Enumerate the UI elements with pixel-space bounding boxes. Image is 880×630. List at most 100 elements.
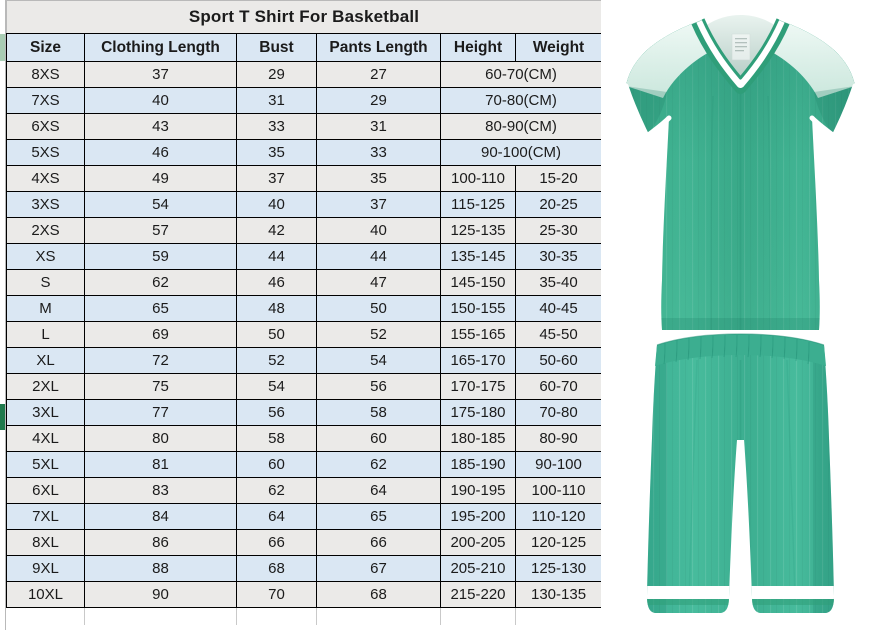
cell-height[interactable]: 155-165 <box>440 321 516 348</box>
cell-size[interactable]: 7XL <box>6 503 85 530</box>
cell-size[interactable]: 6XS <box>6 113 85 140</box>
cell-weight[interactable]: 100-110 <box>514 477 603 504</box>
cell-size[interactable]: 8XL <box>6 529 85 556</box>
table-row[interactable]: 7XL 84 64 65 195-200 110-120 <box>6 503 603 530</box>
cell-pants-length[interactable]: 44 <box>316 243 441 270</box>
cell-bust[interactable]: 40 <box>236 191 317 218</box>
cell-pants-length[interactable]: 27 <box>316 61 441 88</box>
table-row[interactable]: 10XL 90 70 68 215-220 130-135 <box>6 581 603 608</box>
cell-size[interactable]: 5XL <box>6 451 85 478</box>
cell-size[interactable]: 9XL <box>6 555 85 582</box>
cell-empty[interactable] <box>515 607 603 625</box>
cell-height[interactable]: 125-135 <box>440 217 516 244</box>
cell-height[interactable]: 165-170 <box>440 347 516 374</box>
cell-bust[interactable]: 46 <box>236 269 317 296</box>
cell-pants-length[interactable]: 64 <box>316 477 441 504</box>
cell-height[interactable]: 190-195 <box>440 477 516 504</box>
cell-size[interactable]: 2XS <box>6 217 85 244</box>
cell-size[interactable]: L <box>6 321 85 348</box>
cell-clothing-length[interactable]: 59 <box>84 243 237 270</box>
cell-bust[interactable]: 35 <box>236 139 317 166</box>
table-row[interactable]: 5XS 46 35 33 90-100(CM) <box>6 139 603 166</box>
column-header-clothing-length[interactable]: Clothing Length <box>84 33 237 62</box>
table-row[interactable]: 2XS 57 42 40 125-135 25-30 <box>6 217 603 244</box>
cell-pants-length[interactable]: 33 <box>316 139 441 166</box>
cell-pants-length[interactable]: 60 <box>316 425 441 452</box>
cell-size[interactable]: 3XS <box>6 191 85 218</box>
cell-empty[interactable] <box>316 607 441 625</box>
cell-weight[interactable]: 50-60 <box>514 347 603 374</box>
cell-pants-length[interactable]: 50 <box>316 295 441 322</box>
cell-height[interactable]: 180-185 <box>440 425 516 452</box>
cell-weight[interactable]: 70-80 <box>514 399 603 426</box>
cell-bust[interactable]: 54 <box>236 373 317 400</box>
table-row[interactable]: 3XL 77 56 58 175-180 70-80 <box>6 399 603 426</box>
cell-height[interactable]: 195-200 <box>440 503 516 530</box>
cell-clothing-length[interactable]: 40 <box>84 87 237 114</box>
cell-size[interactable]: 8XS <box>6 61 85 88</box>
cell-pants-length[interactable]: 29 <box>316 87 441 114</box>
cell-weight[interactable]: 30-35 <box>514 243 603 270</box>
table-row[interactable]: 4XL 80 58 60 180-185 80-90 <box>6 425 603 452</box>
cell-height[interactable]: 115-125 <box>440 191 516 218</box>
cell-size[interactable]: 4XS <box>6 165 85 192</box>
cell-height[interactable]: 215-220 <box>440 581 516 608</box>
cell-weight[interactable]: 15-20 <box>514 165 603 192</box>
cell-bust[interactable]: 56 <box>236 399 317 426</box>
cell-weight[interactable]: 35-40 <box>514 269 603 296</box>
cell-size[interactable]: 3XL <box>6 399 85 426</box>
cell-size[interactable]: M <box>6 295 85 322</box>
cell-empty[interactable] <box>236 607 317 625</box>
cell-weight[interactable]: 80-90 <box>514 425 603 452</box>
cell-height-weight-merged[interactable]: 60-70(CM) <box>439 61 603 88</box>
cell-empty[interactable] <box>440 607 516 625</box>
cell-weight[interactable]: 25-30 <box>514 217 603 244</box>
table-row[interactable]: 6XL 83 62 64 190-195 100-110 <box>6 477 603 504</box>
cell-weight[interactable]: 45-50 <box>514 321 603 348</box>
cell-height[interactable]: 170-175 <box>440 373 516 400</box>
cell-bust[interactable]: 68 <box>236 555 317 582</box>
cell-pants-length[interactable]: 54 <box>316 347 441 374</box>
cell-height[interactable]: 185-190 <box>440 451 516 478</box>
cell-size[interactable]: 7XS <box>6 87 85 114</box>
cell-weight[interactable]: 110-120 <box>514 503 603 530</box>
column-header-bust[interactable]: Bust <box>236 33 317 62</box>
cell-size[interactable]: 4XL <box>6 425 85 452</box>
cell-bust[interactable]: 29 <box>236 61 317 88</box>
cell-clothing-length[interactable]: 37 <box>84 61 237 88</box>
cell-bust[interactable]: 66 <box>236 529 317 556</box>
table-row[interactable]: 8XS 37 29 27 60-70(CM) <box>6 61 603 88</box>
table-row[interactable]: 4XS 49 37 35 100-110 15-20 <box>6 165 603 192</box>
row-header-gutter[interactable] <box>0 0 6 630</box>
cell-weight[interactable]: 120-125 <box>514 529 603 556</box>
cell-height[interactable]: 150-155 <box>440 295 516 322</box>
cell-bust[interactable]: 60 <box>236 451 317 478</box>
cell-bust[interactable]: 44 <box>236 243 317 270</box>
cell-pants-length[interactable]: 35 <box>316 165 441 192</box>
cell-clothing-length[interactable]: 75 <box>84 373 237 400</box>
cell-height-weight-merged[interactable]: 70-80(CM) <box>439 87 603 114</box>
cell-clothing-length[interactable]: 80 <box>84 425 237 452</box>
column-header-pants-length[interactable]: Pants Length <box>316 33 441 62</box>
cell-bust[interactable]: 33 <box>236 113 317 140</box>
cell-weight[interactable]: 60-70 <box>514 373 603 400</box>
cell-size[interactable]: 5XS <box>6 139 85 166</box>
cell-clothing-length[interactable]: 54 <box>84 191 237 218</box>
cell-clothing-length[interactable]: 90 <box>84 581 237 608</box>
table-row[interactable]: XS 59 44 44 135-145 30-35 <box>6 243 603 270</box>
table-row[interactable]: M 65 48 50 150-155 40-45 <box>6 295 603 322</box>
cell-empty[interactable] <box>84 607 237 625</box>
table-blank-row[interactable] <box>6 607 603 625</box>
cell-weight[interactable]: 20-25 <box>514 191 603 218</box>
cell-clothing-length[interactable]: 65 <box>84 295 237 322</box>
cell-size[interactable]: 2XL <box>6 373 85 400</box>
cell-height-weight-merged[interactable]: 80-90(CM) <box>439 113 603 140</box>
cell-bust[interactable]: 70 <box>236 581 317 608</box>
cell-bust[interactable]: 52 <box>236 347 317 374</box>
cell-bust[interactable]: 50 <box>236 321 317 348</box>
table-row[interactable]: 6XS 43 33 31 80-90(CM) <box>6 113 603 140</box>
cell-pants-length[interactable]: 68 <box>316 581 441 608</box>
table-row[interactable]: 2XL 75 54 56 170-175 60-70 <box>6 373 603 400</box>
table-row[interactable]: L 69 50 52 155-165 45-50 <box>6 321 603 348</box>
cell-clothing-length[interactable]: 57 <box>84 217 237 244</box>
